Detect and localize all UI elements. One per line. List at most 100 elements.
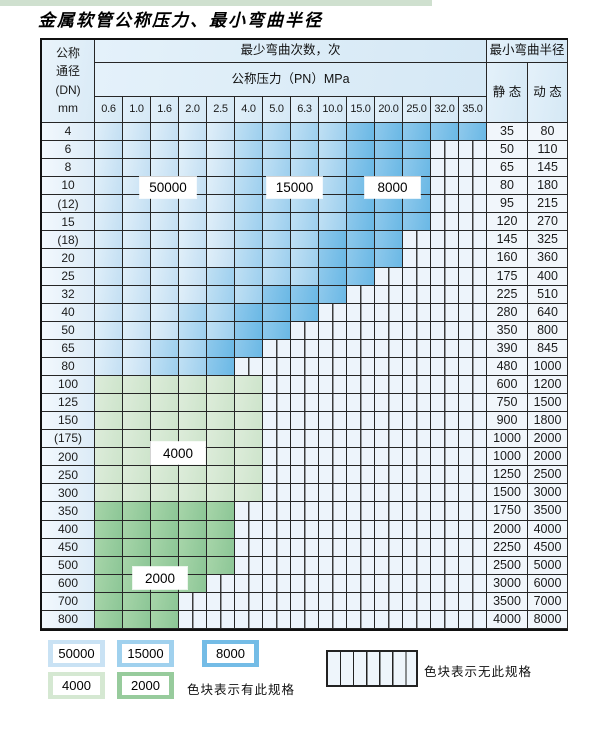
pressure-cell bbox=[459, 159, 487, 178]
dynamic-radius-value: 110 bbox=[528, 141, 568, 160]
pressure-cell bbox=[207, 574, 235, 593]
pressure-cell bbox=[291, 574, 319, 593]
pressure-cell bbox=[347, 339, 375, 358]
pressure-cell bbox=[235, 177, 263, 196]
pressure-cell bbox=[431, 520, 459, 539]
pressure-cell bbox=[431, 195, 459, 214]
pressure-cell bbox=[179, 267, 207, 286]
pressure-cell bbox=[347, 484, 375, 503]
pressure-cell bbox=[235, 123, 263, 142]
dynamic-radius-value: 1800 bbox=[528, 412, 568, 431]
dynamic-radius-value: 4000 bbox=[528, 520, 568, 539]
pressure-cell bbox=[403, 448, 431, 467]
pressure-cell bbox=[207, 177, 235, 196]
static-radius-value: 65 bbox=[487, 159, 528, 178]
pressure-cell bbox=[151, 339, 179, 358]
pressure-cell bbox=[319, 267, 347, 286]
pressure-cell bbox=[319, 123, 347, 142]
pressure-cell bbox=[95, 538, 123, 557]
pressure-cell bbox=[431, 267, 459, 286]
row-dn-label: 32 bbox=[42, 285, 95, 304]
pressure-cell bbox=[459, 195, 487, 214]
pressure-cell bbox=[291, 195, 319, 214]
pressure-cell bbox=[403, 285, 431, 304]
pressure-cell bbox=[235, 375, 263, 395]
row-dn-label: 800 bbox=[42, 610, 95, 629]
pressure-cell bbox=[431, 375, 459, 395]
pressure-cell bbox=[263, 267, 291, 286]
pressure-cell bbox=[459, 123, 487, 142]
pressure-cell bbox=[123, 339, 151, 358]
pressure-cell bbox=[95, 357, 123, 376]
pressure-cell bbox=[347, 538, 375, 557]
pressure-cell bbox=[403, 303, 431, 322]
static-radius-value: 3000 bbox=[487, 574, 528, 593]
pressure-cell bbox=[319, 231, 347, 250]
pressure-cell bbox=[207, 141, 235, 160]
pressure-cell bbox=[235, 303, 263, 322]
pressure-cell bbox=[263, 195, 291, 214]
pressure-cell bbox=[207, 159, 235, 178]
pressure-cell bbox=[95, 610, 123, 629]
static-radius-value: 80 bbox=[487, 177, 528, 196]
pressure-cell bbox=[179, 159, 207, 178]
pressure-cell bbox=[403, 339, 431, 358]
pressure-cell bbox=[459, 267, 487, 286]
pressure-cell bbox=[235, 231, 263, 250]
pressure-cell bbox=[319, 448, 347, 467]
pressure-cell bbox=[431, 610, 459, 629]
dynamic-radius-value: 3500 bbox=[528, 502, 568, 521]
pressure-header: 公称压力（PN）MPa bbox=[95, 63, 487, 97]
pressure-cell bbox=[207, 610, 235, 629]
pressure-cell bbox=[347, 466, 375, 485]
pressure-cell bbox=[151, 213, 179, 232]
dynamic-radius-value: 360 bbox=[528, 249, 568, 268]
pressure-cell bbox=[207, 394, 235, 413]
pressure-cell bbox=[207, 466, 235, 485]
legend-swatch-8000: 8000 bbox=[202, 640, 259, 667]
pressure-cell bbox=[179, 520, 207, 539]
pressure-cell bbox=[291, 339, 319, 358]
pressure-cell bbox=[291, 285, 319, 304]
static-radius-value: 3500 bbox=[487, 592, 528, 611]
pressure-cell bbox=[291, 141, 319, 160]
pressure-cell bbox=[207, 556, 235, 575]
pressure-cell bbox=[123, 538, 151, 557]
pressure-cell bbox=[319, 357, 347, 376]
dynamic-radius-value: 145 bbox=[528, 159, 568, 178]
pressure-cell bbox=[235, 249, 263, 268]
pressure-cell bbox=[207, 249, 235, 268]
pressure-tick: 10.0 bbox=[319, 97, 347, 123]
pressure-cell bbox=[263, 249, 291, 268]
pressure-cell bbox=[235, 610, 263, 629]
dynamic-radius-value: 640 bbox=[528, 303, 568, 322]
pressure-cell bbox=[95, 394, 123, 413]
pressure-cell bbox=[375, 267, 403, 286]
legend-label-2000: 2000 bbox=[122, 676, 169, 695]
row-dn-label: 50 bbox=[42, 321, 95, 340]
row-dn-label: 65 bbox=[42, 339, 95, 358]
pressure-cell bbox=[95, 123, 123, 142]
pressure-tick: 6.3 bbox=[291, 97, 319, 123]
pressure-cell bbox=[123, 394, 151, 413]
pressure-cell bbox=[235, 556, 263, 575]
legend-swatch-50000: 50000 bbox=[48, 640, 105, 667]
static-radius-value: 160 bbox=[487, 249, 528, 268]
pressure-cell bbox=[123, 430, 151, 449]
pressure-cell bbox=[123, 592, 151, 611]
pressure-cell bbox=[347, 195, 375, 214]
pressure-cell bbox=[319, 285, 347, 304]
static-radius-value: 175 bbox=[487, 267, 528, 286]
pressure-cell bbox=[263, 141, 291, 160]
static-radius-value: 2250 bbox=[487, 538, 528, 557]
pressure-cell bbox=[151, 141, 179, 160]
pressure-cell bbox=[263, 574, 291, 593]
pressure-cell bbox=[347, 159, 375, 178]
pressure-cell bbox=[403, 412, 431, 431]
row-dn-label: 4 bbox=[42, 123, 95, 142]
pressure-cell bbox=[319, 556, 347, 575]
row-dn-label: 450 bbox=[42, 538, 95, 557]
pressure-cell bbox=[263, 412, 291, 431]
pressure-cell bbox=[375, 574, 403, 593]
pressure-cell bbox=[235, 466, 263, 485]
